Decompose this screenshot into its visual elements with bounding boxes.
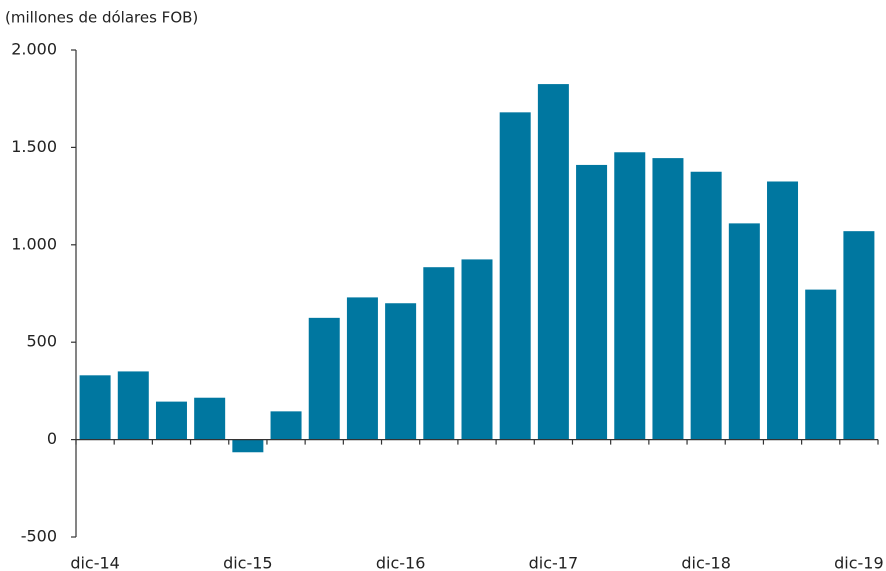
chart-subtitle: (millones de dólares FOB) bbox=[5, 9, 198, 27]
y-tick-label: 500 bbox=[26, 332, 57, 351]
x-tick-label: dic-18 bbox=[681, 554, 731, 571]
bar bbox=[79, 375, 111, 440]
bar bbox=[385, 303, 417, 440]
x-tick-label: dic-15 bbox=[223, 554, 273, 571]
bar bbox=[805, 289, 837, 440]
y-tick-label: 1.000 bbox=[11, 234, 57, 253]
bar bbox=[461, 259, 493, 440]
x-tick-label: dic-14 bbox=[70, 554, 120, 571]
bar bbox=[194, 397, 226, 440]
bar bbox=[843, 231, 875, 440]
bar bbox=[117, 371, 149, 440]
bar bbox=[346, 297, 378, 440]
bar bbox=[576, 164, 608, 440]
bar bbox=[423, 267, 455, 440]
x-tick-label: dic-17 bbox=[529, 554, 579, 571]
bar bbox=[155, 401, 187, 440]
x-tick-label: dic-19 bbox=[834, 554, 884, 571]
y-tick-label: 0 bbox=[47, 429, 57, 448]
bar bbox=[767, 181, 799, 440]
y-tick-label: -500 bbox=[21, 527, 57, 546]
bar bbox=[232, 439, 264, 453]
x-tick-label: dic-16 bbox=[376, 554, 426, 571]
y-tick-label: 1.500 bbox=[11, 137, 57, 156]
bar bbox=[537, 84, 569, 440]
y-tick-label: 2.000 bbox=[11, 40, 57, 59]
bar bbox=[499, 112, 531, 440]
bar bbox=[652, 158, 684, 440]
bar bbox=[614, 152, 646, 440]
bar bbox=[728, 223, 760, 440]
bar bbox=[690, 171, 722, 440]
bar bbox=[308, 317, 340, 440]
bar bbox=[270, 411, 302, 440]
